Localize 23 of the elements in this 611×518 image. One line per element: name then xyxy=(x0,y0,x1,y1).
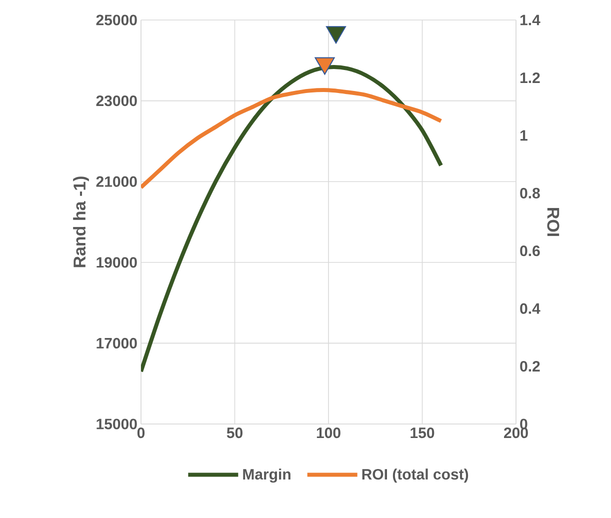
y-axis-title: Rand ha -1) xyxy=(73,176,89,268)
y2-tick-label: 0.4 xyxy=(520,303,540,314)
y-tick-label: 25000 xyxy=(96,14,137,26)
x-tick-label: 100 xyxy=(316,428,340,438)
x-tick-label: 50 xyxy=(226,428,242,438)
line-series xyxy=(141,88,444,190)
y2-tick-label: 0.6 xyxy=(520,246,540,256)
y2-axis-title: ROI xyxy=(547,208,560,236)
legend-label: Margin xyxy=(243,468,290,483)
x-tick-label: 0 xyxy=(137,428,145,438)
y2-tick-label: 0.2 xyxy=(520,360,540,372)
y2-tick-label: 1 xyxy=(520,130,528,141)
y-tick-label: 19000 xyxy=(96,257,137,268)
y-tick-label: 21000 xyxy=(96,176,137,187)
y-tick-label: 23000 xyxy=(96,95,137,106)
y2-tick-label: 1.2 xyxy=(520,72,540,83)
x-tick-label: 200 xyxy=(504,428,528,438)
y2-tick-label: 0.8 xyxy=(520,188,540,198)
y-tick-label: 17000 xyxy=(96,338,137,349)
y-tick-label: 15000 xyxy=(96,418,137,430)
x-tick-label: 150 xyxy=(410,428,434,438)
y2-tick-label: 1.4 xyxy=(520,14,540,26)
legend-label: ROI (total cost) xyxy=(362,468,468,483)
